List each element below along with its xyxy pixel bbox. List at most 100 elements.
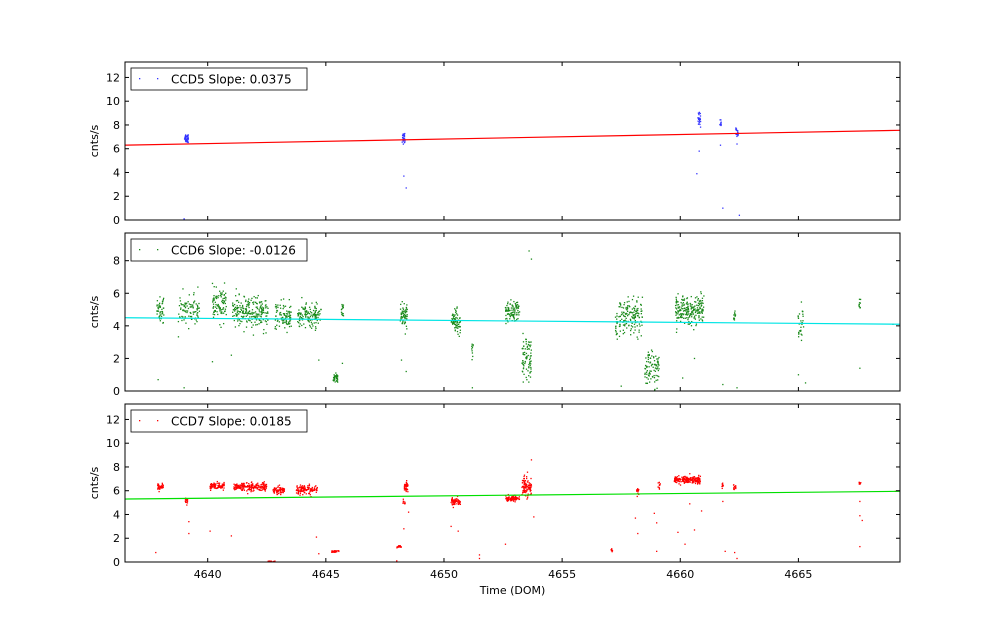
- data-point: [256, 307, 259, 310]
- axes-frame: [124, 403, 901, 563]
- y-axis-label: cnts/s: [88, 466, 101, 499]
- data-point: [236, 305, 238, 307]
- data-point: [402, 143, 404, 145]
- data-point: [189, 306, 192, 308]
- data-point: [618, 335, 621, 338]
- data-point: [234, 306, 237, 308]
- data-point: [186, 135, 188, 137]
- data-point: [305, 313, 307, 316]
- data-point: [222, 290, 224, 292]
- data-point: [265, 315, 267, 317]
- data-point: [273, 560, 275, 562]
- data-point: [694, 301, 696, 303]
- data-point: [276, 493, 278, 496]
- data-point: [266, 323, 268, 325]
- data-point: [691, 482, 693, 484]
- data-point: [159, 312, 161, 314]
- data-point: [525, 352, 528, 355]
- data-point: [525, 376, 527, 379]
- data-point: [186, 139, 188, 141]
- data-point: [733, 488, 735, 491]
- data-point: [214, 485, 216, 488]
- data-point: [314, 317, 317, 320]
- data-point: [798, 333, 800, 335]
- data-point: [298, 319, 301, 322]
- data-point: [675, 308, 678, 310]
- data-point: [648, 372, 651, 374]
- data-point: [400, 359, 403, 361]
- data-point: [308, 483, 311, 485]
- data-point: [234, 326, 237, 328]
- data-point: [525, 356, 527, 359]
- data-point: [530, 341, 532, 343]
- data-point: [240, 308, 242, 310]
- data-point: [513, 309, 515, 311]
- data-point: [313, 487, 316, 489]
- data-point: [675, 477, 677, 479]
- data-point: [644, 368, 647, 370]
- data-point: [251, 486, 253, 488]
- data-point: [341, 303, 343, 306]
- data-point: [401, 136, 404, 139]
- data-point: [657, 358, 659, 360]
- data-point: [285, 319, 287, 322]
- data-point: [722, 484, 724, 486]
- data-point: [675, 481, 677, 483]
- data-point: [646, 366, 648, 369]
- data-point: [302, 494, 304, 496]
- data-point: [686, 302, 688, 304]
- data-point: [798, 332, 800, 334]
- data-point: [638, 313, 640, 315]
- data-point: [335, 377, 337, 380]
- data-point: [258, 315, 260, 317]
- data-point: [528, 363, 530, 366]
- data-point: [515, 305, 518, 307]
- data-point: [277, 491, 279, 493]
- data-point: [507, 499, 509, 501]
- data-point: [278, 321, 280, 323]
- data-point: [260, 301, 262, 303]
- data-point: [315, 317, 318, 319]
- data-point: [285, 316, 287, 318]
- data-point: [620, 385, 622, 387]
- data-point: [680, 301, 682, 304]
- data-point: [522, 368, 525, 370]
- data-point: [297, 491, 300, 493]
- data-point: [406, 485, 408, 487]
- data-point: [859, 298, 862, 301]
- data-point: [403, 486, 406, 488]
- legend-label: CCD7 Slope: 0.0185: [171, 415, 292, 429]
- data-point: [307, 485, 309, 487]
- data-point: [215, 484, 217, 486]
- data-point: [679, 484, 682, 486]
- data-point: [186, 500, 189, 502]
- data-point: [245, 312, 247, 314]
- data-point: [307, 316, 309, 318]
- data-point: [283, 306, 285, 308]
- data-point: [400, 317, 402, 320]
- data-point: [242, 483, 245, 485]
- data-point: [471, 350, 473, 352]
- data-point: [691, 306, 693, 308]
- data-point: [315, 315, 317, 317]
- data-point: [508, 309, 510, 311]
- data-point: [506, 317, 508, 320]
- data-point: [311, 312, 313, 314]
- data-point: [253, 487, 255, 489]
- data-point: [734, 486, 737, 489]
- data-point: [522, 363, 524, 365]
- data-point: [396, 560, 398, 562]
- data-point: [158, 305, 160, 307]
- data-point: [692, 307, 694, 309]
- data-point: [682, 302, 685, 304]
- data-point: [684, 543, 686, 545]
- data-point: [274, 306, 277, 308]
- data-point: [457, 530, 459, 532]
- data-point: [159, 486, 161, 488]
- data-point: [516, 497, 518, 499]
- data-point: [688, 315, 691, 317]
- data-point: [197, 315, 199, 317]
- data-point: [313, 312, 316, 315]
- data-point: [693, 308, 696, 311]
- data-point: [696, 296, 698, 298]
